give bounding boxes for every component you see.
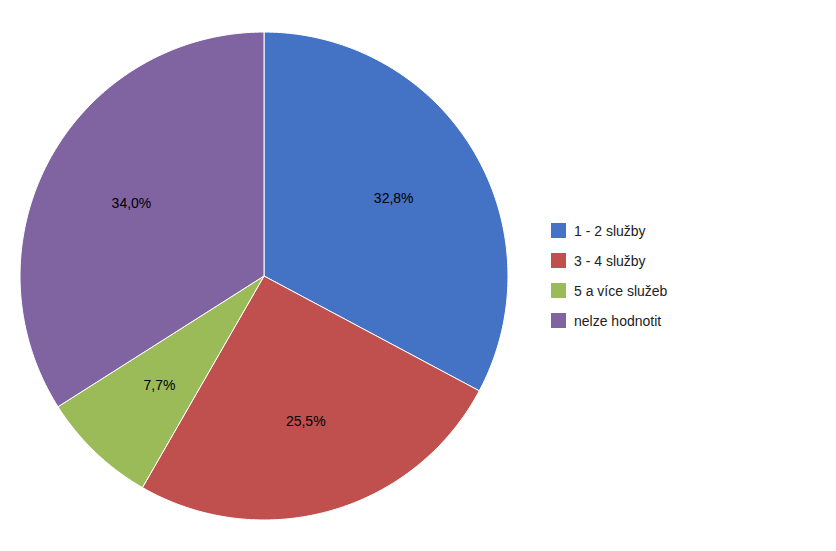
svg-text:25,5%: 25,5% [286, 413, 326, 429]
svg-text:7,7%: 7,7% [143, 377, 175, 393]
html-text:5 a více služeb: 5 a více služeb [574, 282, 668, 299]
html-text:nelze hodnotit: nelze hodnotit [574, 312, 662, 329]
svg-text:32,8%: 32,8% [374, 190, 414, 206]
svg-text:34,0%: 34,0% [112, 195, 152, 211]
html-text:1 - 2 služby: 1 - 2 služby [574, 222, 646, 239]
html-text:3 - 4 služby: 3 - 4 služby [574, 252, 646, 269]
